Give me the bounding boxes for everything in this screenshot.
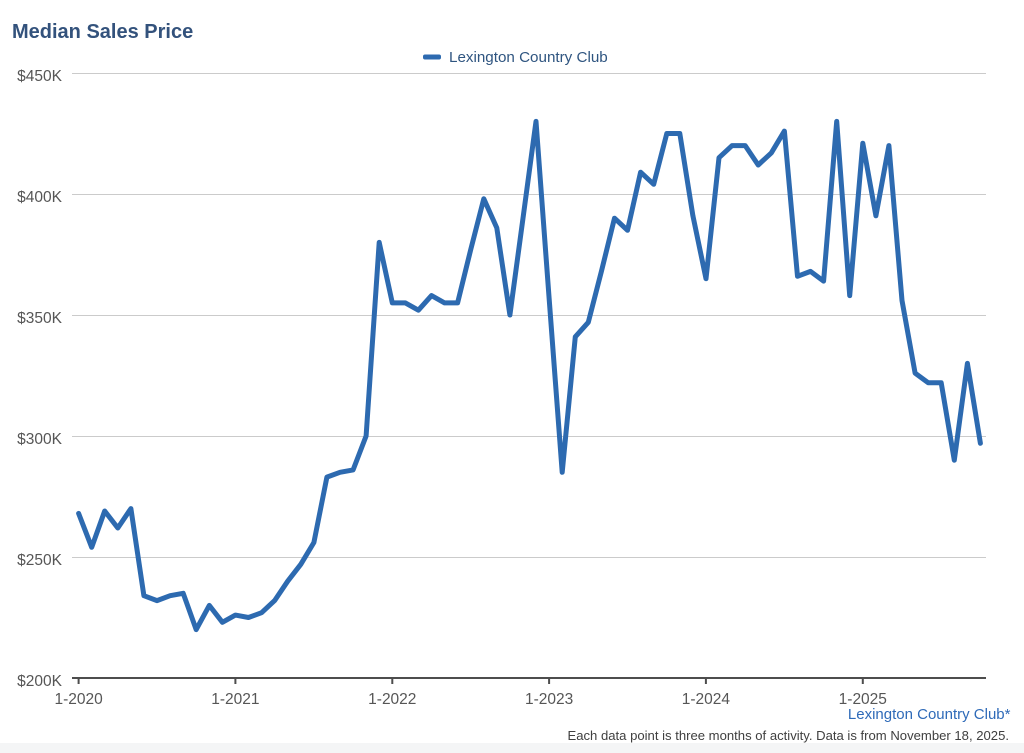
- svg-text:$300K: $300K: [17, 431, 62, 448]
- svg-text:1-2025: 1-2025: [839, 691, 887, 708]
- svg-text:Each data point is three month: Each data point is three months of activ…: [567, 728, 1009, 743]
- svg-text:1-2022: 1-2022: [368, 691, 416, 708]
- svg-text:Lexington Country Club: Lexington Country Club: [449, 49, 608, 66]
- svg-text:1-2021: 1-2021: [211, 691, 259, 708]
- svg-text:Lexington Country Club*: Lexington Country Club*: [848, 706, 1011, 723]
- svg-text:$250K: $250K: [17, 552, 62, 569]
- svg-text:1-2024: 1-2024: [682, 691, 731, 708]
- svg-text:1-2020: 1-2020: [54, 691, 103, 708]
- svg-text:1-2023: 1-2023: [525, 691, 573, 708]
- svg-text:$450K: $450K: [17, 68, 62, 85]
- svg-text:$350K: $350K: [17, 310, 62, 327]
- svg-text:$400K: $400K: [17, 189, 62, 206]
- svg-text:$200K: $200K: [17, 673, 62, 690]
